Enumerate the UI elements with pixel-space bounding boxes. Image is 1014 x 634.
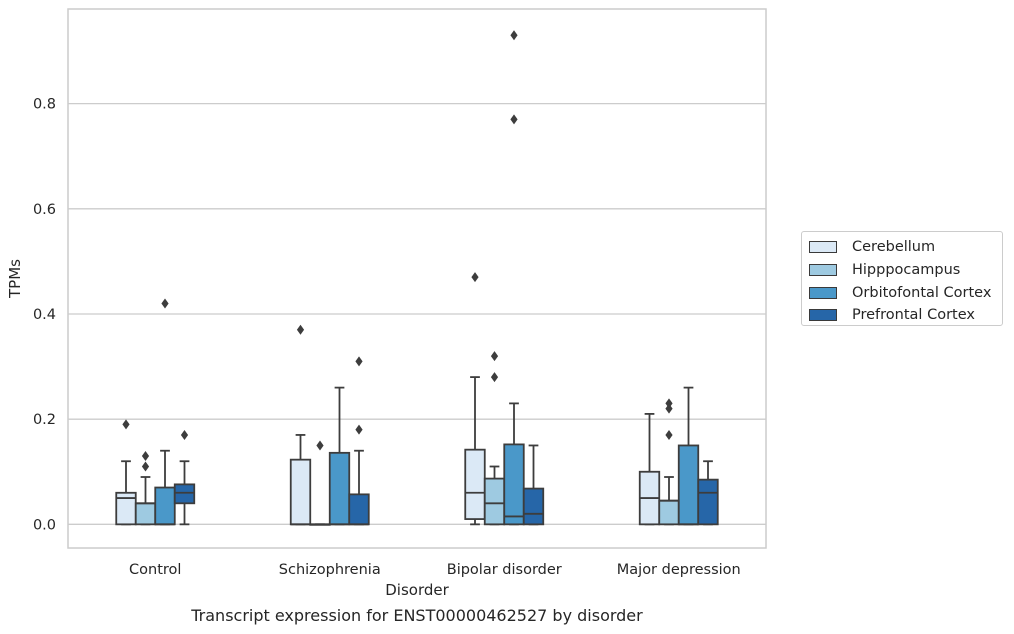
x-axis-label: Disorder <box>385 581 449 599</box>
box-body <box>697 478 719 526</box>
y-axis-label: TPMs <box>6 259 24 299</box>
outlier-point <box>122 419 130 430</box>
plot-frame <box>67 8 767 549</box>
legend-swatch <box>809 241 837 254</box>
x-tick-label: Control <box>129 562 181 578</box>
outlier-point <box>355 424 363 435</box>
box-body <box>464 448 486 520</box>
legend: Cerebellum Hipppocampus Orbitofontal Corte… <box>801 231 1003 326</box>
box-0-0 <box>115 419 137 526</box>
plot-boxes <box>115 30 719 526</box>
box-1-0 <box>289 324 312 526</box>
legend-item: Prefrontal Cortex <box>809 304 1002 327</box>
box-body <box>522 487 545 526</box>
x-tick-label: Bipolar disorder <box>447 562 562 578</box>
box-1-2 <box>328 386 351 526</box>
legend-item: Cerebellum <box>809 236 1002 259</box>
outlier-point <box>180 429 189 440</box>
outlier-point <box>510 30 518 41</box>
x-tick-labels: Control Schizophrenia Bipolar disorder Majo… <box>129 562 741 578</box>
box-body <box>677 444 700 526</box>
box-3-2 <box>677 386 700 526</box>
box-body <box>658 499 680 526</box>
y-tick-label: 0.0 <box>33 517 56 533</box>
outlier-point <box>510 114 518 125</box>
y-tick-label: 0.4 <box>33 307 56 323</box>
x-tick-label: Schizophrenia <box>279 562 381 578</box>
legend-swatch <box>809 264 837 277</box>
x-tick-label: Major depression <box>617 562 741 578</box>
box-body <box>348 493 370 526</box>
box-0-2 <box>154 298 176 526</box>
box-body <box>289 458 312 526</box>
outlier-point <box>141 450 150 461</box>
legend-label: Prefrontal Cortex <box>852 307 975 324</box>
grid-lines <box>68 103 766 525</box>
outlier-point <box>355 356 363 367</box>
legend-swatch <box>809 309 837 322</box>
y-tick-label: 0.2 <box>33 412 56 428</box>
box-3-1 <box>658 398 680 526</box>
box-2-0 <box>464 272 486 526</box>
outlier-point <box>665 403 673 414</box>
box-1-1 <box>309 440 331 526</box>
outlier-point <box>316 440 324 451</box>
y-tick-label: 0.8 <box>33 97 56 113</box>
box-3-3 <box>697 460 719 526</box>
outlier-point <box>665 398 673 409</box>
outlier-point <box>471 272 479 283</box>
figure-caption: Transcript expression for ENST0000046252… <box>191 606 643 625</box>
box-2-1 <box>483 351 506 526</box>
box-3-0 <box>638 413 661 526</box>
legend-label: Cerebellum <box>852 239 936 256</box>
box-body <box>134 502 157 526</box>
outlier-point <box>665 429 673 440</box>
box-body <box>503 443 525 526</box>
box-0-1 <box>134 450 157 526</box>
box-2-3 <box>522 444 545 526</box>
outlier-point <box>490 372 499 383</box>
y-tick-labels: 0.0 0.2 0.4 0.6 0.8 <box>33 97 56 534</box>
box-body <box>483 477 506 526</box>
box-2-2 <box>503 30 525 526</box>
box-0-3 <box>173 429 196 526</box>
y-tick-label: 0.6 <box>33 202 56 218</box>
box-body <box>328 451 351 526</box>
outlier-point <box>161 298 169 309</box>
outlier-point <box>141 461 150 472</box>
legend-item: Hipppocampus <box>809 259 1002 282</box>
box-body <box>173 483 196 505</box>
legend-label: Orbitofontal Cortex <box>852 284 992 301</box>
outlier-point <box>490 351 499 362</box>
legend-item: Orbitofontal Cortex <box>809 281 1002 304</box>
box-1-3 <box>348 356 370 526</box>
box-body <box>154 486 176 526</box>
outlier-point <box>296 324 305 335</box>
legend-swatch <box>809 286 837 299</box>
legend-label: Hipppocampus <box>852 262 961 279</box>
